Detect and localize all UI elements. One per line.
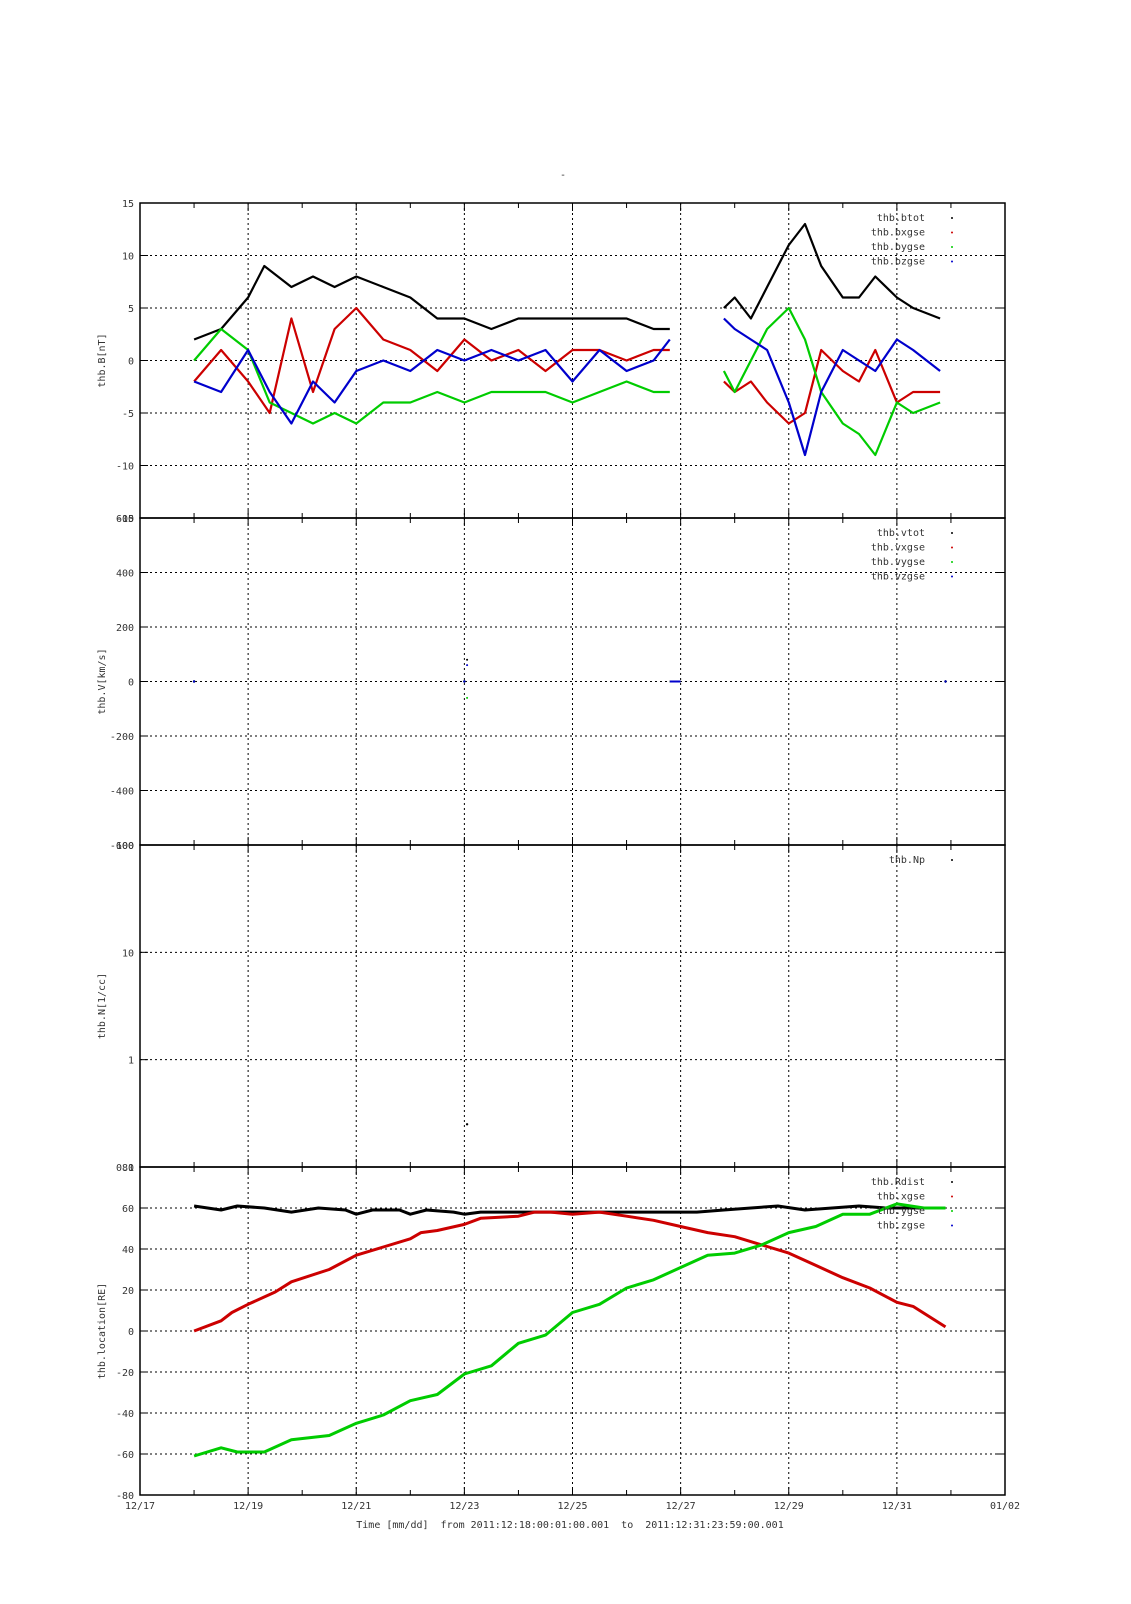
panel-4-ytick-label: 80 xyxy=(122,1163,134,1174)
panel-3-ytick-label: 10 xyxy=(122,948,134,959)
panel-4-ytick-label: -60 xyxy=(116,1450,134,1461)
x-tick-label: 12/23 xyxy=(449,1501,479,1512)
series-thb-bzgse-line xyxy=(723,317,941,457)
panel-4-y-axis-title: thb.location[RE] xyxy=(97,1283,108,1379)
series-thb-vzgse-point xyxy=(463,680,466,683)
legend-label-thb-zgse: thb.zgse xyxy=(877,1221,925,1232)
panel-1-ytick-label: 10 xyxy=(122,252,134,263)
legend-marker-thb-vxgse xyxy=(951,546,953,549)
panel-2-ytick-label: -200 xyxy=(110,732,134,743)
panel-1-ytick-label: -15 xyxy=(116,514,134,525)
panel-1-y-axis-title: thb.B[nT] xyxy=(97,333,108,387)
panel-1-ytick-label: 0 xyxy=(128,357,134,368)
legend-label-thb-bzgse: thb.bzgse xyxy=(871,257,925,268)
legend-marker-thb-bzgse xyxy=(951,260,953,263)
series-thb-ygse-line xyxy=(193,1202,946,1458)
panel-4-ytick-label: 20 xyxy=(122,1286,134,1297)
panel-2-ytick-label: 0 xyxy=(128,678,134,689)
series-thb-Rdist-line xyxy=(193,1204,941,1216)
legend-marker-thb-btot xyxy=(951,217,953,219)
legend-label-thb-vzgse: thb.vzgse xyxy=(871,572,925,583)
panel-4-ytick-label: 0 xyxy=(128,1327,134,1338)
panel-1-ytick-label: -10 xyxy=(116,462,134,473)
legend-marker-thb-vtot xyxy=(951,532,953,534)
x-axis-title: Time [mm/dd] from 2011:12:18:00:01:00.00… xyxy=(356,1520,784,1531)
legend-marker-thb-Np xyxy=(951,859,953,861)
legend-marker-thb-bxgse xyxy=(951,231,953,234)
legend-label-thb-vygse: thb.vygse xyxy=(871,557,925,568)
x-tick-label: 12/17 xyxy=(125,1501,155,1512)
series-thb-vzgse-point xyxy=(944,680,947,683)
legend-marker-thb-zgse xyxy=(951,1224,953,1227)
legend-label-thb-vxgse: thb.vxgse xyxy=(871,543,925,554)
legend-marker-thb-xgse xyxy=(951,1195,953,1198)
series-thb-btot-line xyxy=(723,222,941,320)
panel-2-ytick-label: 600 xyxy=(116,514,134,525)
legend-label-thb-Np: thb.Np xyxy=(889,855,925,866)
series-thb-btot-line xyxy=(193,264,670,341)
legend-label-thb-btot: thb.btot xyxy=(877,213,925,224)
x-tick-label: 12/25 xyxy=(557,1501,587,1512)
series-thb-xgse-line xyxy=(193,1210,947,1333)
panel-1-ytick-label: -5 xyxy=(122,409,134,420)
annotation-point xyxy=(466,664,469,667)
panel-4-ytick-label: -80 xyxy=(116,1491,134,1502)
legend-label-thb-Rdist: thb.Rdist xyxy=(871,1177,925,1188)
panel-2-ytick-label: -400 xyxy=(110,787,134,798)
legend-label-thb-xgse: thb.xgse xyxy=(877,1192,925,1203)
series-thb-bygse-line xyxy=(722,306,941,457)
x-tick-label: 12/29 xyxy=(774,1501,804,1512)
x-tick-label: 01/02 xyxy=(990,1501,1020,1512)
legend-marker-thb-vygse xyxy=(951,561,953,563)
panel-2-y-axis-title: thb.V[km/s] xyxy=(97,648,108,714)
x-tick-label: 12/19 xyxy=(233,1501,263,1512)
legend-label-thb-bygse: thb.bygse xyxy=(871,242,925,253)
panel-2-ytick-label: 400 xyxy=(116,569,134,580)
panel-4-ytick-label: 40 xyxy=(122,1245,134,1256)
top-mark: - xyxy=(560,170,567,181)
legend-marker-thb-ygse xyxy=(951,1210,953,1212)
legend-label-thb-vtot: thb.vtot xyxy=(877,528,925,539)
legend-label-thb-bxgse: thb.bxgse xyxy=(871,228,925,239)
legend-marker-thb-vzgse xyxy=(951,575,953,578)
series-thb-bxgse-line xyxy=(723,348,941,425)
panel-3-ytick-label: 1 xyxy=(128,1056,134,1067)
series-thb-vzgse-point xyxy=(192,680,196,683)
annotation-point xyxy=(466,696,469,699)
panel-4-ytick-label: -40 xyxy=(116,1409,134,1420)
series-thb-bzgse-line xyxy=(193,338,671,425)
panel-3-y-axis-title: thb.N[1/cc] xyxy=(97,973,108,1039)
x-tick-label: 12/27 xyxy=(666,1501,696,1512)
panel-1-ytick-label: 15 xyxy=(122,199,134,210)
panel-1-ytick-label: 5 xyxy=(128,304,134,315)
panel-2-ytick-label: 200 xyxy=(116,623,134,634)
legend-marker-thb-Rdist xyxy=(951,1181,953,1183)
x-tick-label: 12/21 xyxy=(341,1501,371,1512)
legend-label-thb-ygse: thb.ygse xyxy=(877,1206,925,1217)
annotation-point xyxy=(466,658,469,661)
panel-4-ytick-label: 60 xyxy=(122,1204,134,1215)
series-thb-bygse-line xyxy=(193,327,670,425)
panel-3-ytick-label: 100 xyxy=(116,841,134,852)
x-tick-label: 12/31 xyxy=(882,1501,912,1512)
panel-4-ytick-label: -20 xyxy=(116,1368,134,1379)
legend-marker-thb-bygse xyxy=(951,246,953,248)
series-thb-Np-point xyxy=(465,1123,469,1126)
panel-2-ytick-label: -600 xyxy=(110,841,134,852)
panel-3-ytick-label: 0.1 xyxy=(116,1163,134,1174)
